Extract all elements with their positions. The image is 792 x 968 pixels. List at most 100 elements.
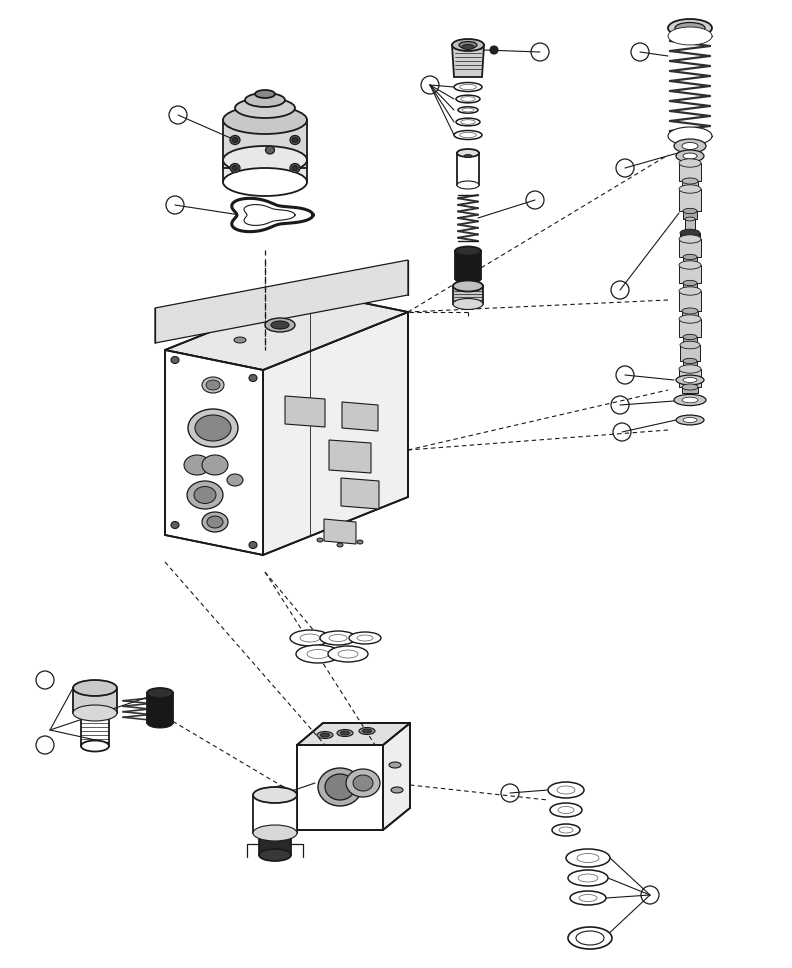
Ellipse shape	[679, 260, 701, 269]
Polygon shape	[682, 181, 698, 189]
Ellipse shape	[341, 731, 349, 735]
Ellipse shape	[81, 741, 109, 751]
Ellipse shape	[357, 635, 373, 641]
Ellipse shape	[679, 235, 701, 243]
Polygon shape	[683, 361, 697, 369]
Ellipse shape	[674, 394, 706, 406]
Polygon shape	[683, 211, 697, 219]
Ellipse shape	[679, 315, 701, 323]
Polygon shape	[453, 286, 483, 304]
Ellipse shape	[265, 146, 275, 154]
Ellipse shape	[576, 931, 604, 945]
Ellipse shape	[668, 27, 712, 45]
Ellipse shape	[290, 136, 300, 144]
Ellipse shape	[679, 185, 701, 194]
Polygon shape	[324, 519, 356, 544]
Ellipse shape	[683, 334, 697, 340]
Polygon shape	[342, 402, 378, 431]
Ellipse shape	[234, 337, 246, 343]
Ellipse shape	[462, 108, 474, 112]
Ellipse shape	[683, 358, 697, 364]
Ellipse shape	[683, 378, 697, 382]
Polygon shape	[165, 350, 263, 555]
Ellipse shape	[292, 137, 298, 142]
Ellipse shape	[227, 474, 243, 486]
Ellipse shape	[557, 786, 575, 794]
Ellipse shape	[462, 45, 474, 49]
Ellipse shape	[147, 718, 173, 728]
Polygon shape	[147, 693, 173, 723]
Ellipse shape	[73, 680, 117, 696]
Ellipse shape	[223, 146, 307, 174]
Polygon shape	[223, 120, 307, 168]
Ellipse shape	[453, 298, 483, 310]
Polygon shape	[679, 291, 701, 311]
Ellipse shape	[325, 774, 355, 800]
Polygon shape	[679, 265, 701, 283]
Ellipse shape	[223, 168, 307, 196]
Polygon shape	[679, 319, 701, 337]
Ellipse shape	[578, 874, 598, 882]
Ellipse shape	[458, 106, 478, 113]
Ellipse shape	[454, 82, 482, 92]
Ellipse shape	[685, 217, 695, 221]
Ellipse shape	[307, 650, 329, 658]
Ellipse shape	[230, 164, 240, 172]
Polygon shape	[341, 478, 379, 509]
Ellipse shape	[184, 455, 210, 475]
Ellipse shape	[456, 95, 480, 103]
Ellipse shape	[685, 143, 695, 148]
Ellipse shape	[683, 255, 697, 259]
Ellipse shape	[389, 762, 401, 768]
Polygon shape	[297, 745, 383, 830]
Ellipse shape	[490, 46, 498, 54]
Polygon shape	[297, 723, 410, 745]
Ellipse shape	[683, 153, 697, 159]
Ellipse shape	[559, 827, 573, 833]
Ellipse shape	[207, 516, 223, 528]
Ellipse shape	[455, 275, 481, 284]
Polygon shape	[679, 369, 701, 387]
Ellipse shape	[147, 688, 173, 698]
Ellipse shape	[249, 375, 257, 381]
Ellipse shape	[317, 538, 323, 542]
Ellipse shape	[353, 775, 373, 791]
Ellipse shape	[453, 281, 483, 291]
Polygon shape	[452, 45, 484, 77]
Ellipse shape	[328, 646, 368, 662]
Ellipse shape	[171, 356, 179, 364]
Polygon shape	[679, 239, 701, 257]
Ellipse shape	[454, 131, 482, 139]
Ellipse shape	[566, 849, 610, 867]
Ellipse shape	[235, 98, 295, 118]
Ellipse shape	[577, 854, 599, 862]
Ellipse shape	[300, 634, 320, 642]
Ellipse shape	[321, 733, 329, 737]
Polygon shape	[455, 251, 481, 279]
Polygon shape	[685, 146, 695, 155]
Ellipse shape	[391, 787, 403, 793]
Ellipse shape	[194, 487, 216, 503]
Ellipse shape	[674, 139, 706, 153]
Ellipse shape	[676, 375, 704, 385]
Ellipse shape	[290, 164, 300, 172]
Ellipse shape	[317, 732, 333, 739]
Ellipse shape	[464, 155, 472, 158]
Ellipse shape	[290, 630, 330, 646]
Ellipse shape	[318, 768, 362, 806]
Ellipse shape	[232, 137, 238, 142]
Polygon shape	[679, 189, 701, 211]
Polygon shape	[682, 311, 698, 319]
Ellipse shape	[337, 543, 343, 547]
Ellipse shape	[292, 166, 298, 170]
Ellipse shape	[253, 825, 297, 841]
Ellipse shape	[459, 133, 477, 137]
Ellipse shape	[558, 806, 574, 813]
Ellipse shape	[73, 705, 117, 721]
Ellipse shape	[680, 229, 700, 237]
Ellipse shape	[255, 90, 275, 98]
Ellipse shape	[456, 118, 480, 126]
Ellipse shape	[452, 39, 484, 51]
Ellipse shape	[552, 824, 580, 836]
Ellipse shape	[668, 127, 712, 145]
